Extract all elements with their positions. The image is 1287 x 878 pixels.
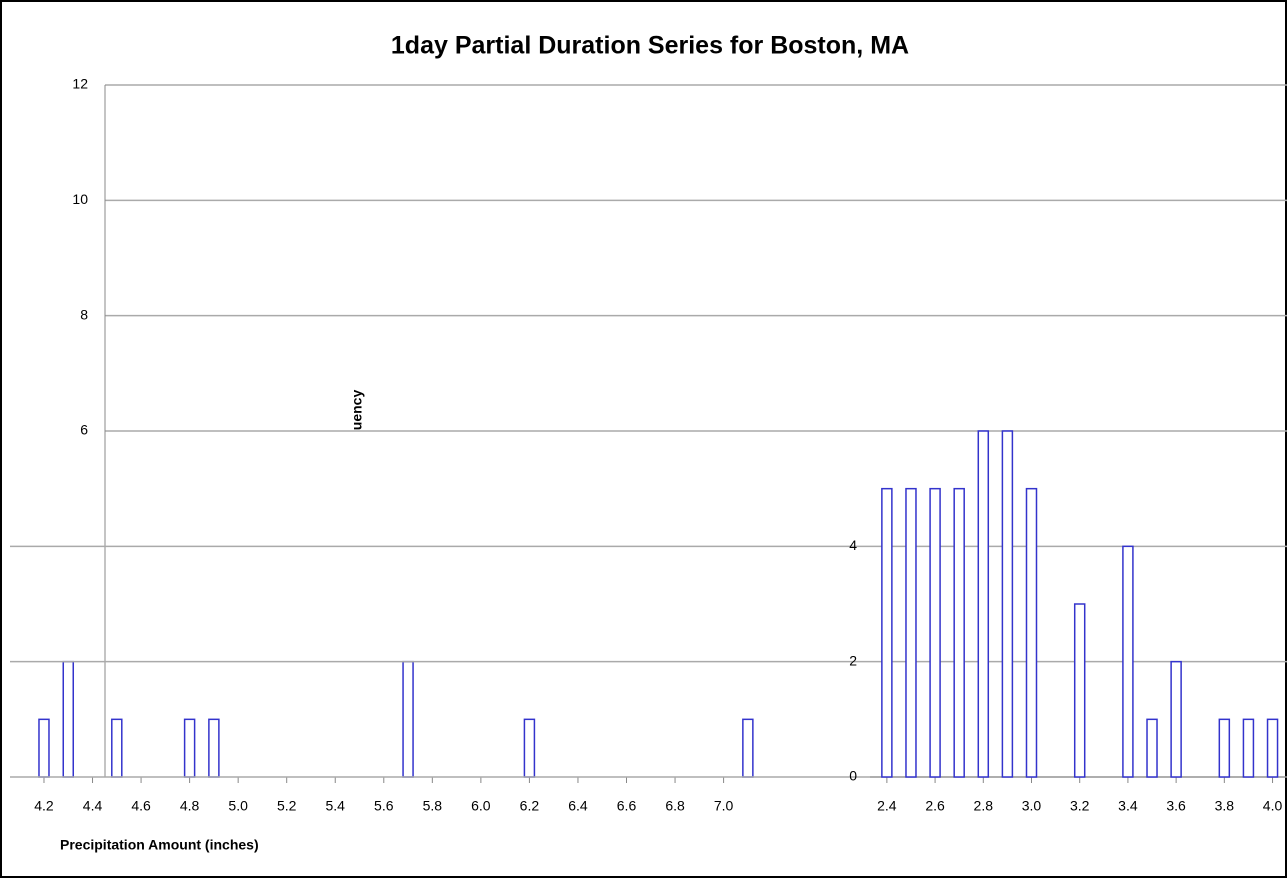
- x-tick-label: 3.6: [1166, 798, 1186, 814]
- y-tick-label: 2: [849, 652, 857, 668]
- x-tick-label: 2.6: [925, 798, 945, 814]
- bar: [208, 718, 220, 778]
- bar: [402, 660, 414, 778]
- x-tick-label: 2.4: [877, 798, 897, 814]
- bar: [1266, 718, 1279, 778]
- x-tick-label: 7.0: [714, 798, 734, 814]
- bar: [1001, 430, 1014, 778]
- bar: [1242, 718, 1255, 778]
- x-tick-label: 6.2: [520, 798, 540, 814]
- x-tick-label: 5.8: [423, 798, 443, 814]
- x-tick-label: 5.2: [277, 798, 297, 814]
- x-tick-label: 4.6: [131, 798, 151, 814]
- x-tick-label: 6.6: [617, 798, 637, 814]
- bar: [953, 487, 965, 778]
- x-tick-label: 2.8: [974, 798, 994, 814]
- bar: [523, 718, 536, 778]
- x-tick-label: 5.4: [326, 798, 346, 814]
- bar: [905, 487, 917, 778]
- bar: [977, 430, 990, 778]
- y-axis-label: uency: [349, 390, 365, 431]
- bar: [1025, 487, 1038, 778]
- x-tick-label: 4.0: [1263, 798, 1283, 814]
- x-tick-label: 4.8: [180, 798, 200, 814]
- bar: [881, 487, 893, 778]
- x-tick-label: 6.8: [665, 798, 685, 814]
- x-tick-label: 6.4: [568, 798, 588, 814]
- y-tick-label: 6: [80, 422, 88, 438]
- x-tick-label: 3.2: [1070, 798, 1090, 814]
- bar: [1122, 545, 1134, 778]
- x-tick-label: 4.2: [34, 798, 54, 814]
- bar: [929, 487, 941, 778]
- y-tick-label: 4: [849, 537, 857, 553]
- x-tick-label: 5.6: [374, 798, 394, 814]
- y-tick-label: 12: [72, 76, 88, 92]
- y-tick-label: 8: [80, 306, 88, 322]
- x-axis-label: Precipitation Amount (inches): [60, 837, 259, 853]
- x-tick-label: 5.0: [228, 798, 248, 814]
- bar: [62, 660, 75, 778]
- bar: [742, 718, 754, 778]
- y-tick-label: 10: [72, 191, 88, 207]
- x-tick-label: 6.0: [471, 798, 491, 814]
- x-tick-label: 4.4: [83, 798, 103, 814]
- bar: [111, 718, 123, 778]
- bar: [1170, 660, 1182, 778]
- chart-title: 1day Partial Duration Series for Boston,…: [391, 32, 909, 60]
- bar: [183, 718, 196, 778]
- bar: [38, 718, 50, 778]
- bar: [1073, 603, 1086, 778]
- x-tick-label: 3.0: [1022, 798, 1042, 814]
- y-tick-label: 0: [849, 768, 857, 784]
- x-tick-label: 3.8: [1215, 798, 1235, 814]
- bar: [1218, 718, 1231, 778]
- x-tick-label: 3.4: [1118, 798, 1138, 814]
- bar: [1146, 718, 1158, 778]
